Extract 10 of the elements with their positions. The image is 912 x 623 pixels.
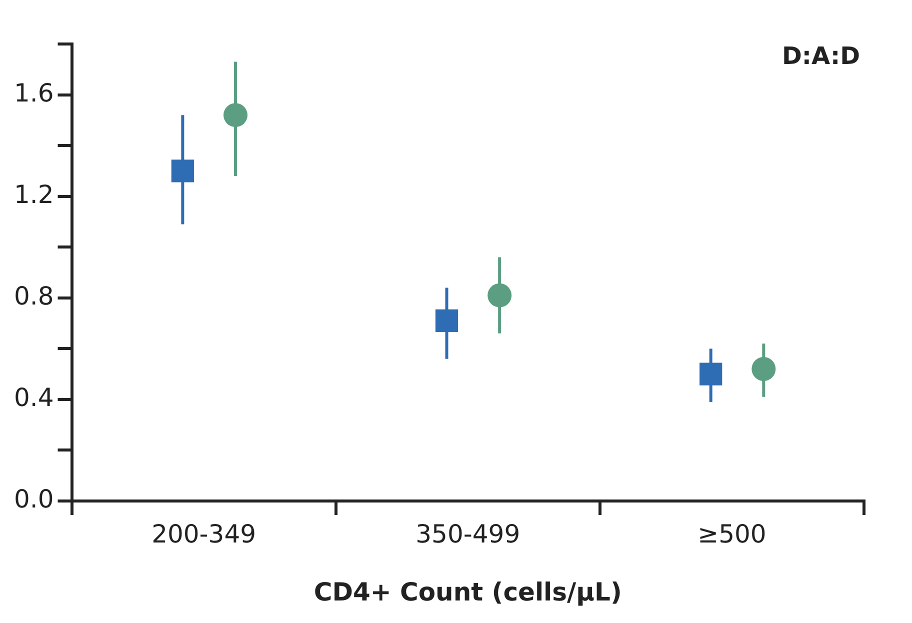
y-tick-label: 1.2: [14, 180, 54, 209]
y-tick-label: 0.4: [14, 382, 54, 412]
x-tick-label: ≥500: [698, 520, 766, 548]
x-axis-title: CD4+ Count (cells/μL): [314, 578, 622, 606]
x-tick-label: 350-499: [416, 520, 520, 548]
y-tick-label: 0.8: [14, 281, 54, 310]
y-tick-label: 0.0: [14, 484, 54, 514]
y-tick-label: 1.6: [14, 78, 54, 108]
x-tick-label: 200-349: [152, 520, 256, 548]
annotation: D:A:D: [782, 42, 860, 70]
